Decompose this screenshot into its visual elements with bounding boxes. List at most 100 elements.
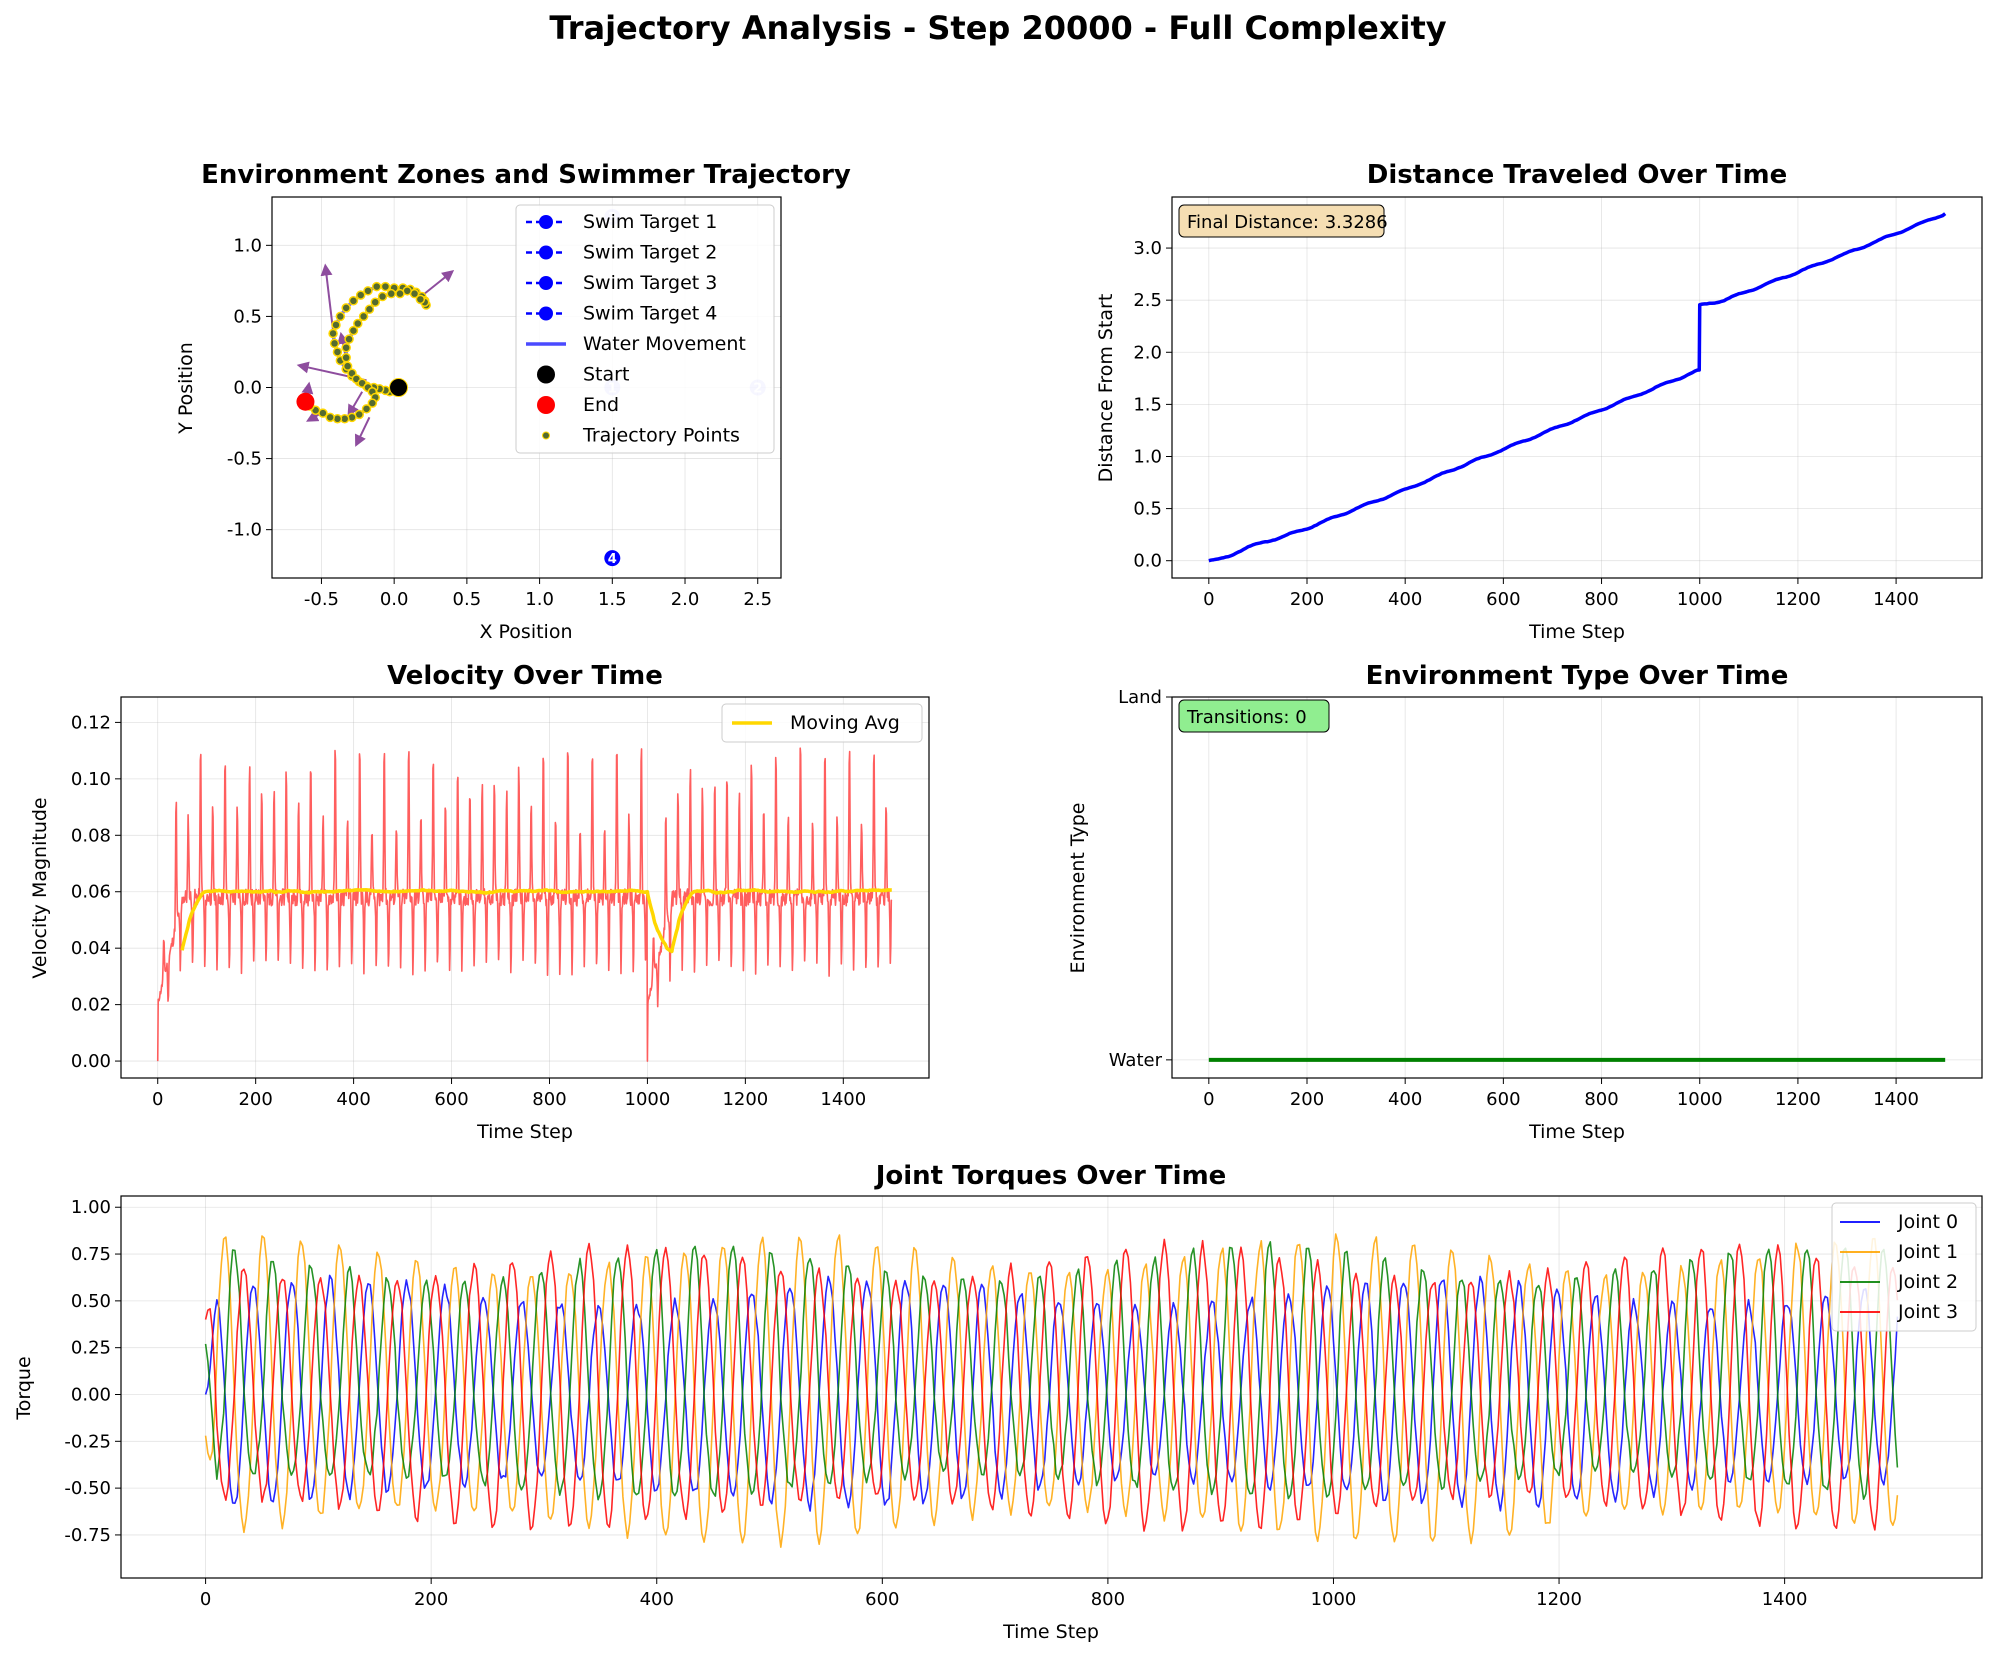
velocity-title: Velocity Over Time (387, 661, 663, 691)
trajectory-point (332, 347, 343, 357)
x-tick-label: 0.5 (453, 589, 482, 610)
legend-marker (539, 306, 553, 321)
y-tick-label: 0.02 (71, 995, 111, 1016)
swim-target-marker (604, 550, 621, 567)
x-tick-label: 1200 (1775, 1089, 1821, 1110)
legend-label: End (583, 394, 619, 416)
x-tick-label: 1400 (1762, 1589, 1808, 1610)
x-tick-label: 1200 (1536, 1589, 1582, 1610)
legend-box (1831, 1202, 1977, 1332)
start-marker (389, 378, 409, 397)
y-tick-label: 3.0 (1133, 238, 1162, 259)
y-tick-label: 0.25 (71, 1338, 111, 1359)
x-tick-label: 400 (1388, 1089, 1422, 1110)
x-tick-label: 0 (1203, 589, 1214, 610)
trajectory-point (341, 352, 351, 363)
trajectory-point (364, 304, 375, 315)
x-tick-label: 1200 (722, 1089, 768, 1110)
plot-area (1208, 212, 1947, 563)
legend-label: Water Movement (583, 333, 746, 355)
plot-area (156, 747, 894, 1062)
x-tick-label: 1400 (820, 1089, 866, 1110)
trajectory-point (355, 290, 366, 300)
legend-marker (537, 365, 555, 384)
x-tick-label: 0 (1203, 1089, 1214, 1110)
trajectory-point (367, 398, 378, 408)
trajectory-point (386, 288, 397, 299)
axes-frame (120, 1195, 1983, 1579)
swim-target-label: 4 (608, 552, 617, 567)
trajectory-point (361, 404, 372, 414)
y-tick-label: -0.50 (64, 1478, 111, 1499)
torque-line-joint-1 (204, 1233, 1899, 1548)
zones-xlabel: X Position (479, 621, 572, 643)
trajectory-point (348, 325, 359, 336)
distance-ylabel: Distance From Start (1095, 294, 1117, 483)
legend-label: Joint 3 (1897, 1301, 1958, 1323)
direction-arrow (354, 416, 371, 447)
axes-frame (271, 196, 782, 579)
environment-ylabel: Environment Type (1067, 803, 1089, 974)
x-tick-label: 400 (336, 1089, 370, 1110)
legend-marker (537, 396, 555, 414)
y-tick-label: Land (1118, 687, 1162, 708)
x-tick-label: 800 (1584, 1089, 1618, 1110)
trajectory-point (363, 286, 373, 296)
legend-marker (539, 245, 553, 260)
plot-area (204, 1233, 1899, 1548)
trajectory-point (331, 320, 341, 330)
x-tick-label: -0.5 (304, 589, 339, 610)
axes-frame (120, 696, 930, 1079)
trajectory-point (395, 288, 405, 299)
y-tick-label: -0.5 (227, 449, 262, 470)
distance-line (1208, 212, 1947, 563)
distance-xlabel: Time Step (1528, 621, 1625, 643)
x-tick-label: 1000 (1677, 589, 1723, 610)
legend-label: Moving Avg (790, 712, 900, 734)
legend-label: Joint 0 (1897, 1211, 1958, 1233)
trajectory-point (344, 334, 354, 344)
legend-marker (542, 431, 550, 440)
x-tick-label: 200 (238, 1089, 272, 1110)
velocity-chart: Velocity Over Time Time Step Velocity Ma… (29, 661, 930, 1143)
legend-label: Trajectory Points (582, 425, 740, 447)
final-distance-label: Final Distance: 3.3286 (1187, 212, 1388, 233)
torques-chart: Joint Torques Over Time Time Step Torque… (13, 1161, 1983, 1643)
x-tick-label: 2.0 (671, 589, 700, 610)
y-tick-label: 0.0 (233, 378, 262, 399)
x-tick-label: 200 (1290, 1089, 1324, 1110)
x-tick-label: 600 (865, 1589, 899, 1610)
direction-arrow (320, 263, 335, 331)
trajectory-point (341, 303, 351, 313)
transitions-label: Transitions: 0 (1186, 707, 1307, 728)
zones-chart: Environment Zones and Swimmer Trajectory… (175, 160, 851, 643)
legend-label: Joint 2 (1897, 1271, 1958, 1293)
velocity-line (156, 747, 893, 1062)
legend-label: Swim Target 1 (583, 211, 717, 233)
trajectory-point (329, 338, 340, 349)
trajectory-point (415, 294, 426, 305)
direction-arrow (347, 391, 364, 417)
velocity-ylabel: Velocity Magnitude (29, 797, 51, 978)
y-tick-label: -0.75 (64, 1525, 111, 1546)
x-tick-label: 1400 (1873, 589, 1919, 610)
zones-title: Environment Zones and Swimmer Trajectory (201, 160, 851, 190)
trajectory-point (370, 297, 381, 307)
y-tick-label: 2.0 (1133, 342, 1162, 363)
y-tick-label: 0.0 (1133, 551, 1162, 572)
x-tick-label: 2.5 (743, 589, 772, 610)
legend-marker (539, 215, 553, 229)
figure-suptitle: Trajectory Analysis - Step 20000 - Full … (549, 9, 1446, 47)
torques-ylabel: Torque (13, 1356, 35, 1420)
y-tick-label: 1.0 (233, 235, 262, 256)
grid-lines (1172, 696, 1982, 1078)
trajectory-point (353, 318, 363, 329)
legend-label: Start (583, 364, 629, 386)
x-tick-label: 600 (1486, 589, 1520, 610)
y-tick-label: 0.08 (71, 825, 111, 846)
y-tick-label: 0.10 (71, 769, 111, 790)
legend-box (721, 703, 923, 743)
x-tick-label: 200 (414, 1589, 448, 1610)
x-tick-label: 200 (1290, 589, 1324, 610)
y-tick-label: 0.75 (71, 1244, 111, 1265)
